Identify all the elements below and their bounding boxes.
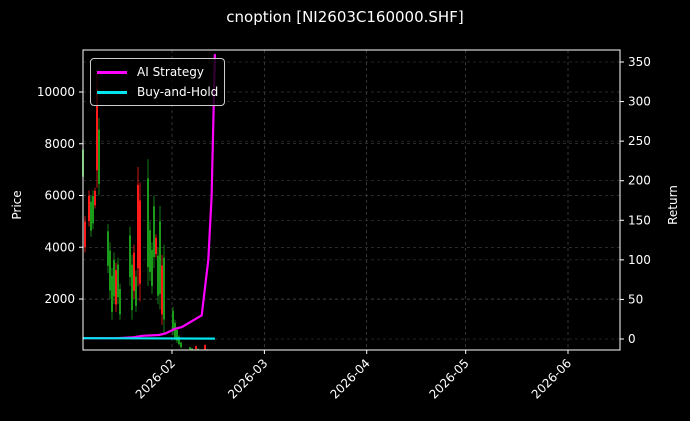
svg-text:10000: 10000 xyxy=(37,85,75,99)
legend-swatch-buy-and-hold xyxy=(97,90,127,94)
legend: AI Strategy Buy-and-Hold xyxy=(90,58,226,106)
svg-text:350: 350 xyxy=(628,55,651,69)
svg-text:Return: Return xyxy=(666,185,680,225)
svg-text:100: 100 xyxy=(628,253,651,267)
svg-text:300: 300 xyxy=(628,95,651,109)
svg-text:2000: 2000 xyxy=(44,292,75,306)
svg-text:8000: 8000 xyxy=(44,137,75,151)
svg-text:200: 200 xyxy=(628,174,651,188)
legend-item-buy-and-hold: Buy-and-Hold xyxy=(97,82,218,102)
svg-text:Price: Price xyxy=(10,190,24,219)
svg-text:2026-06: 2026-06 xyxy=(529,356,574,401)
svg-text:2026-04: 2026-04 xyxy=(327,356,372,401)
svg-text:2026-05: 2026-05 xyxy=(426,356,471,401)
svg-text:2026-03: 2026-03 xyxy=(225,356,270,401)
legend-label: AI Strategy xyxy=(137,65,204,79)
svg-text:4000: 4000 xyxy=(44,240,75,254)
svg-text:50: 50 xyxy=(628,292,643,306)
svg-text:150: 150 xyxy=(628,213,651,227)
svg-text:0: 0 xyxy=(628,332,636,346)
legend-swatch-ai-strategy xyxy=(97,70,127,74)
svg-text:6000: 6000 xyxy=(44,189,75,203)
svg-text:2026-02: 2026-02 xyxy=(133,356,178,401)
svg-text:250: 250 xyxy=(628,134,651,148)
legend-label: Buy-and-Hold xyxy=(137,85,219,99)
chart-title: cnoption [NI2603C160000.SHF] xyxy=(226,8,464,26)
legend-item-ai-strategy: AI Strategy xyxy=(97,62,218,82)
